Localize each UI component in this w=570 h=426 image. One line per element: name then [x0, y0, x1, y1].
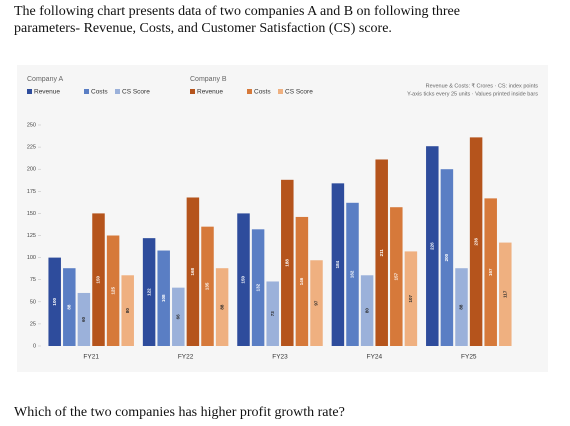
value-label: 100: [52, 298, 57, 306]
value-label: 167: [488, 268, 493, 276]
y-tick-label: 175: [27, 189, 36, 195]
x-tick-label: FY21: [83, 354, 99, 361]
bar: [455, 268, 468, 346]
value-label: 88: [219, 304, 224, 310]
bar: [331, 183, 345, 346]
y-tick-label: 200: [27, 167, 36, 173]
bar: [106, 235, 120, 346]
x-tick-label: FY23: [272, 354, 288, 361]
bar: [499, 242, 512, 346]
bar: [186, 197, 200, 346]
y-tick-label: 150: [27, 211, 36, 217]
chart: 0 25 50 75 100 125 150 175 200 225 250 Revenue Costs…: [27, 89, 512, 361]
value-label: 122: [146, 288, 151, 296]
value-label: 150: [96, 275, 101, 283]
question: Which of the two companies has higher pr…: [14, 405, 345, 420]
bar: [157, 250, 170, 346]
legend-label: Revenue: [34, 89, 60, 96]
value-label: 88: [459, 304, 464, 310]
value-label: 236: [473, 237, 478, 245]
bar: [172, 287, 185, 346]
legend-label: Revenue: [197, 89, 223, 96]
bar: [346, 202, 359, 346]
bar: [310, 260, 323, 346]
chart-note: Revenue & Costs: ₹ Crores · CS: index po…: [426, 82, 539, 89]
bar: [121, 275, 134, 346]
bar: [375, 159, 388, 346]
y-tick-label: 100: [27, 255, 36, 261]
x-tick-label: FY24: [367, 354, 383, 361]
value-label: 80: [125, 308, 130, 314]
bar: [281, 179, 294, 346]
legend-label: CS Score: [122, 89, 150, 96]
value-label: 146: [299, 277, 304, 285]
value-label: 117: [502, 290, 507, 298]
bar: [48, 257, 61, 346]
value-label: 80: [364, 308, 369, 314]
value-label: 162: [350, 270, 355, 278]
bar: [142, 238, 156, 346]
value-label: 107: [408, 294, 413, 302]
value-label: 184: [335, 260, 340, 268]
value-label: 157: [393, 272, 398, 280]
value-label: 125: [110, 287, 115, 295]
value-label: 150: [241, 275, 246, 283]
value-label: 200: [444, 253, 449, 261]
y-tick-label: 75: [30, 277, 36, 283]
value-label: 188: [284, 259, 289, 267]
bar: [237, 213, 250, 346]
bar: [484, 198, 497, 346]
bar: [390, 207, 403, 346]
value-label: 60: [81, 316, 86, 322]
bar: [266, 281, 279, 346]
legend-swatch: [27, 89, 32, 94]
value-label: 66: [175, 314, 180, 320]
y-tick-label: 50: [30, 299, 36, 305]
value-label: 135: [205, 282, 210, 290]
bar: [404, 251, 418, 346]
legend-swatch: [278, 89, 283, 94]
value-label: 211: [379, 249, 384, 257]
y-tick-label: 0: [33, 343, 36, 349]
legend-swatch: [84, 89, 89, 94]
bar: [77, 292, 91, 346]
value-label: 132: [255, 283, 260, 291]
legend-swatch: [247, 89, 252, 94]
value-label: 88: [66, 304, 71, 310]
intro-line: parameters- Revenue, Costs, and Customer…: [14, 21, 392, 36]
y-tick-label: 25: [30, 321, 36, 327]
value-label: 108: [161, 294, 166, 302]
bar: [251, 229, 265, 346]
legend-swatch: [115, 89, 120, 94]
legend-group-title: Company A: [27, 76, 64, 83]
x-tick-label: FY25: [461, 354, 477, 361]
legend-label: Costs: [254, 89, 271, 96]
legend-label: CS Score: [285, 89, 313, 96]
value-label: 73: [270, 311, 275, 317]
bar: [295, 216, 309, 346]
value-label: 226: [429, 242, 434, 250]
y-tick-label: 250: [27, 122, 36, 128]
bar: [440, 169, 454, 346]
bar: [63, 268, 76, 346]
intro-line: The following chart presents data of two…: [14, 4, 460, 19]
bar: [360, 275, 374, 346]
chart-note: Y-axis ticks every 25 units · Values pri…: [407, 91, 538, 97]
bar: [201, 226, 214, 346]
x-tick-label: FY22: [178, 354, 194, 361]
legend-group-title: Company B: [190, 76, 227, 83]
value-label: 97: [314, 300, 319, 306]
bar: [215, 268, 229, 346]
value-label: 168: [190, 267, 195, 275]
bar: [426, 146, 439, 346]
legend-swatch: [190, 89, 195, 94]
bar: [469, 137, 483, 346]
legend-label: Costs: [91, 89, 108, 96]
y-tick-label: 125: [27, 233, 36, 239]
bar: [92, 213, 105, 346]
y-tick-label: 225: [27, 145, 36, 151]
